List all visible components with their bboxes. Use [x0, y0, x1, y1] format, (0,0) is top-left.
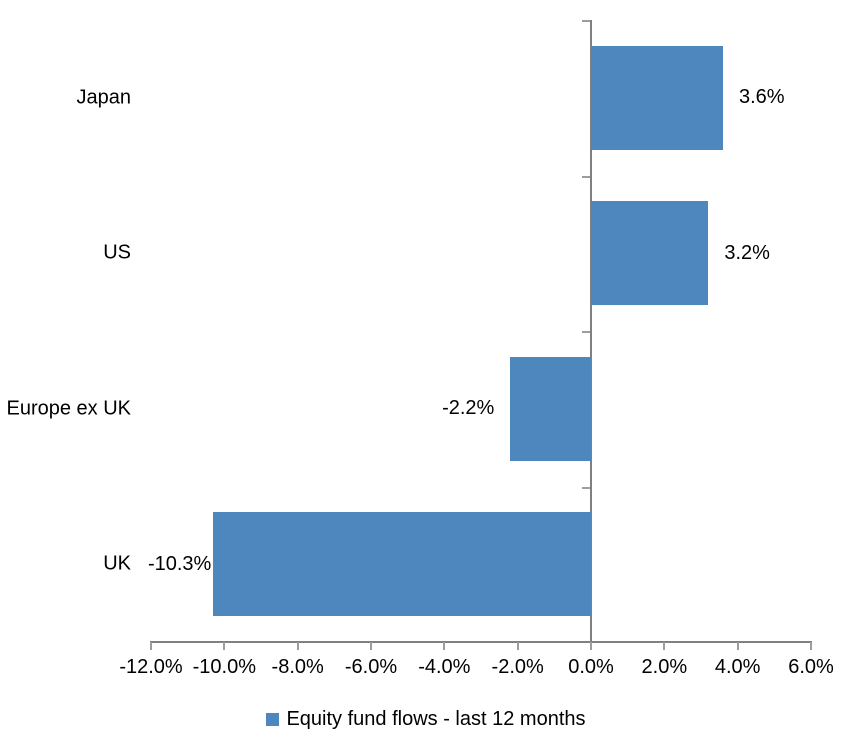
data-label-japan: 3.6%: [739, 86, 785, 109]
data-label-uk: -10.3%: [147, 552, 212, 575]
legend-swatch-icon: [266, 713, 280, 726]
x-tick-label: -2.0%: [491, 656, 544, 678]
x-axis-tick: [663, 642, 666, 650]
x-axis-tick: [296, 642, 299, 650]
x-axis-tick: [810, 642, 812, 650]
legend: Equity fund flows - last 12 months: [0, 708, 852, 731]
x-axis-line: [150, 641, 812, 643]
x-axis-tick: [443, 642, 446, 650]
x-axis-tick: [370, 642, 372, 650]
y-axis-line: [590, 20, 592, 650]
x-axis-tick: [516, 642, 519, 650]
x-tick-label: 0.0%: [568, 656, 614, 678]
bar-us: [591, 201, 709, 306]
y-axis-tick: [582, 175, 590, 178]
x-tick-label: -10.0%: [192, 656, 257, 678]
x-tick-label: 6.0%: [788, 656, 834, 678]
x-tick-label: -12.0%: [119, 656, 183, 678]
x-axis-tick: [150, 642, 152, 650]
bar-europe-ex-uk: [510, 356, 591, 461]
legend-label: Equity fund flows - last 12 months: [286, 708, 586, 730]
x-tick-label: 4.0%: [714, 656, 761, 678]
bar-japan: [591, 45, 723, 150]
data-label-europe-ex-uk: -2.2%: [442, 397, 495, 420]
category-label-japan: Japan: [76, 86, 132, 109]
x-tick-label: -8.0%: [271, 656, 324, 678]
x-axis-tick: [590, 642, 592, 650]
data-label-us: 3.2%: [724, 241, 770, 264]
x-tick-label: 2.0%: [641, 656, 688, 678]
y-axis-tick: [582, 20, 590, 22]
x-tick-label: -6.0%: [344, 656, 398, 678]
y-axis-tick: [582, 331, 590, 333]
category-label-us: US: [103, 241, 131, 264]
x-tick-label: -4.0%: [418, 656, 471, 678]
bar-uk: [213, 512, 591, 617]
category-label-uk: UK: [103, 552, 131, 575]
x-axis-tick: [736, 642, 739, 650]
x-axis-tick: [223, 642, 226, 650]
y-axis-tick: [582, 486, 590, 489]
category-label-europe-ex-uk: Europe ex UK: [6, 397, 131, 420]
